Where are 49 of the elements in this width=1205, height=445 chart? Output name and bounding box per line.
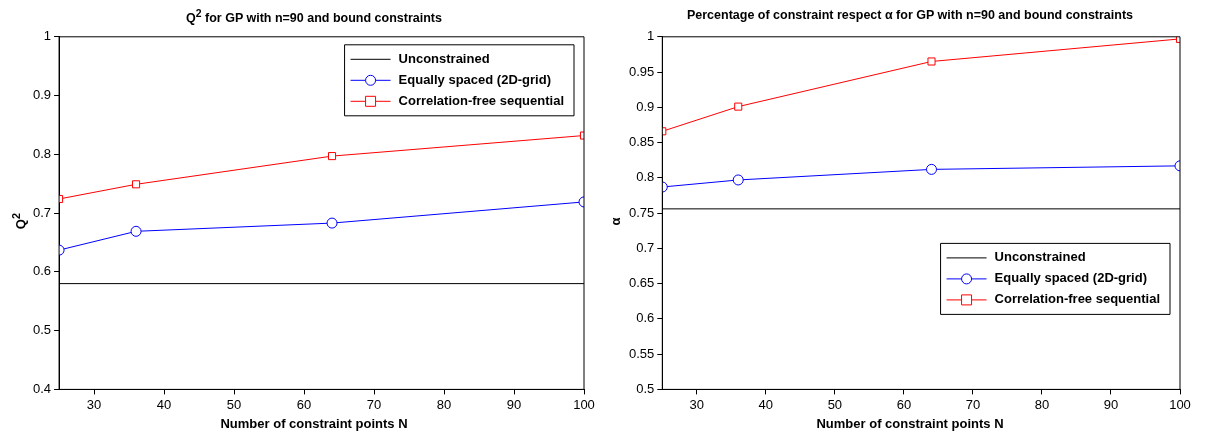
legend-label: Correlation-free sequential [994, 291, 1161, 307]
legend-label: Unconstrained [398, 50, 490, 66]
x-tick-label: 70 [965, 396, 981, 412]
x-tick-label: 80 [436, 396, 452, 412]
x-axis-title: Number of constraint points N [220, 416, 408, 433]
point [328, 152, 337, 161]
y-tick-label: 0.5 [636, 380, 655, 396]
point [132, 180, 141, 189]
legend-label: Equally spaced (2D-grid) [994, 270, 1147, 286]
x-tick-label: 100 [573, 396, 595, 412]
y-tick-label: 0.8 [32, 145, 52, 161]
y-tick-label: 0.65 [628, 275, 655, 291]
x-tick-label: 60 [896, 396, 912, 412]
chart-title: Q$^{2}$ for GP with n=90 and bound constraints [186, 8, 442, 26]
y-tick-label: 0.7 [32, 204, 52, 220]
x-tick-label: 60 [296, 396, 312, 412]
y-tick-label: 0.95 [628, 63, 655, 79]
y-tick-label: 0.9 [32, 87, 52, 103]
y-tick-label: 0.55 [628, 345, 655, 361]
y-tick-label: 0.4 [32, 380, 52, 396]
y-tick-label: 0.85 [628, 134, 655, 150]
y-tick-label: 0.5 [32, 322, 52, 338]
legend-label: Equally spaced (2D-grid) [398, 71, 551, 87]
legend-label: Unconstrained [994, 249, 1086, 265]
y-tick-label: 0.8 [636, 169, 655, 185]
y-tick-label: 1 [647, 28, 655, 44]
x-tick-label: 40 [758, 396, 774, 412]
x-tick-label: 50 [827, 396, 843, 412]
y-tick-label: 1 [43, 28, 52, 44]
x-tick-label: 100 [1169, 396, 1191, 412]
point [927, 57, 936, 66]
x-axis-title: Number of constraint points N [816, 416, 1004, 433]
x-tick-label: 70 [366, 396, 382, 412]
x-tick-label: 90 [1103, 396, 1119, 412]
x-tick-label: 30 [689, 396, 705, 412]
x-tick-label: 80 [1034, 396, 1050, 412]
y-tick-label: 0.7 [636, 239, 655, 255]
point [734, 102, 743, 111]
legend-label: Correlation-free sequential [398, 92, 565, 108]
x-tick-label: 40 [156, 396, 172, 412]
chart-title: Percentage of constraint respect α for GP with n=90 and bound constraints [686, 8, 1134, 24]
y-axis-title: α [607, 217, 623, 225]
y-tick-label: 0.6 [32, 263, 52, 279]
x-tick-label: 50 [226, 396, 242, 412]
y-tick-label: 0.6 [636, 310, 655, 326]
x-tick-label: 30 [86, 396, 102, 412]
y-tick-label: 0.75 [628, 204, 655, 220]
x-tick-label: 90 [506, 396, 522, 412]
y-tick-label: 0.9 [636, 98, 655, 114]
